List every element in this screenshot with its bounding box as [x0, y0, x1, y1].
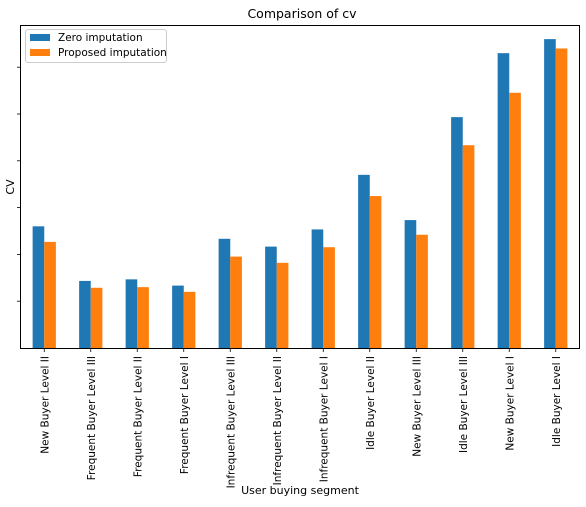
x-tick-label: Idle Buyer Level III	[458, 356, 470, 453]
bar-zero-imputation-frequent-buyer-level-iii	[79, 280, 91, 348]
bar-proposed-imputation-infrequent-buyer-level-ii	[276, 262, 289, 348]
bar-zero-imputation-new-buyer-level-ii	[32, 226, 45, 348]
x-tick-label: New Buyer Level I	[504, 356, 516, 451]
bar-proposed-imputation-new-buyer-level-iii	[416, 234, 428, 348]
x-tick-label: New Buyer Level III	[411, 356, 423, 457]
plot-frame	[20, 25, 580, 349]
bar-proposed-imputation-new-buyer-level-i	[509, 92, 521, 348]
x-tick-labels: New Buyer Level II Frequent Buyer Level I…	[39, 356, 563, 488]
legend: Zero imputation Proposed imputation	[25, 29, 167, 63]
bar-proposed-imputation-idle-buyer-level-iii	[462, 145, 475, 348]
x-axis-label: User buying segment	[241, 484, 359, 497]
bar-proposed-imputation-frequent-buyer-level-i	[183, 291, 196, 348]
bar-zero-imputation-frequent-buyer-level-i	[172, 285, 184, 348]
x-tick-label: Idle Buyer Level II	[365, 356, 377, 450]
bar-proposed-imputation-infrequent-buyer-level-i	[323, 247, 335, 348]
x-tick-label: New Buyer Level II	[39, 356, 51, 454]
x-tick-label: Idle Buyer Level I	[551, 356, 563, 447]
bar-proposed-imputation-frequent-buyer-level-ii	[137, 287, 149, 348]
bar-proposed-imputation-infrequent-buyer-level-iii	[230, 256, 242, 348]
legend-swatch-zero-imputation	[30, 34, 50, 41]
bar-zero-imputation-infrequent-buyer-level-i	[311, 229, 324, 348]
bar-proposed-imputation-idle-buyer-level-i	[555, 48, 568, 348]
y-axis-label: CV	[4, 179, 17, 195]
bar-proposed-imputation-frequent-buyer-level-iii	[90, 287, 103, 348]
x-tick-label: Infrequent Buyer Level I	[318, 356, 330, 482]
bar-zero-imputation-new-buyer-level-i	[497, 53, 510, 348]
bar-zero-imputation-frequent-buyer-level-ii	[125, 279, 138, 348]
x-tick-label: Frequent Buyer Level III	[86, 356, 98, 480]
bar-zero-imputation-idle-buyer-level-i	[544, 39, 556, 349]
bar-zero-imputation-new-buyer-level-iii	[404, 220, 417, 348]
bar-zero-imputation-idle-buyer-level-iii	[451, 117, 463, 349]
x-tick-label: Infrequent Buyer Level III	[225, 356, 237, 488]
legend-label-zero-imputation: Zero imputation	[58, 32, 143, 44]
legend-frame	[25, 29, 167, 63]
bar-zero-imputation-idle-buyer-level-ii	[358, 174, 370, 348]
bar-proposed-imputation-idle-buyer-level-ii	[369, 196, 382, 348]
legend-label-proposed-imputation: Proposed imputation	[58, 47, 167, 59]
bars-layer	[32, 39, 568, 349]
bar-proposed-imputation-new-buyer-level-ii	[44, 241, 56, 348]
x-tick-label: Infrequent Buyer Level II	[272, 356, 284, 485]
bar-zero-imputation-infrequent-buyer-level-iii	[218, 238, 231, 348]
x-tick-label: Frequent Buyer Level II	[132, 356, 144, 477]
chart-title: Comparison of cv	[247, 6, 357, 21]
bar-zero-imputation-infrequent-buyer-level-ii	[265, 246, 277, 348]
legend-swatch-proposed-imputation	[30, 49, 50, 56]
x-tick-label: Frequent Buyer Level I	[179, 356, 191, 474]
